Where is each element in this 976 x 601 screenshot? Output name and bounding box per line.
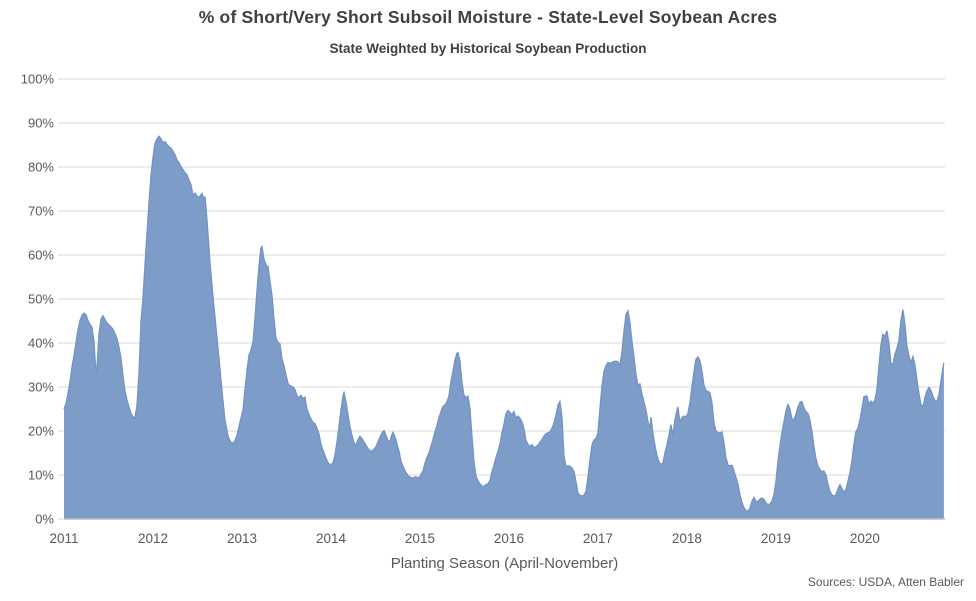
x-tick-label: 2012 <box>138 531 168 546</box>
x-tick-label: 2013 <box>227 531 257 546</box>
y-tick-label: 40% <box>28 336 54 351</box>
x-tick-label: 2015 <box>405 531 435 546</box>
y-tick-label: 0% <box>35 512 54 527</box>
x-tick-label: 2017 <box>583 531 613 546</box>
x-tick-label: 2016 <box>494 531 524 546</box>
y-tick-label: 30% <box>28 380 54 395</box>
y-tick-label: 70% <box>28 204 54 219</box>
x-axis-title: Planting Season (April-November) <box>390 555 619 572</box>
x-tick-label: 2014 <box>316 531 347 546</box>
y-tick-label: 60% <box>28 248 54 263</box>
chart-title: % of Short/Very Short Subsoil Moisture -… <box>198 7 778 27</box>
source-note: Sources: USDA, Atten Babler <box>807 575 964 589</box>
y-tick-label: 10% <box>28 468 54 483</box>
area-series-edge <box>63 135 945 512</box>
x-tick-label: 2019 <box>761 531 791 546</box>
y-tick-label: 50% <box>28 292 54 307</box>
x-tick-label: 2018 <box>672 531 702 546</box>
x-tick-label: 2020 <box>850 531 880 546</box>
y-tick-label: 20% <box>28 424 54 439</box>
x-tick-label: 2011 <box>49 531 78 546</box>
chart-subtitle: State Weighted by Historical Soybean Pro… <box>329 41 647 56</box>
y-tick-label: 90% <box>28 116 54 131</box>
y-tick-label: 80% <box>28 160 54 175</box>
area-series <box>64 136 944 519</box>
y-tick-label: 100% <box>21 72 55 87</box>
